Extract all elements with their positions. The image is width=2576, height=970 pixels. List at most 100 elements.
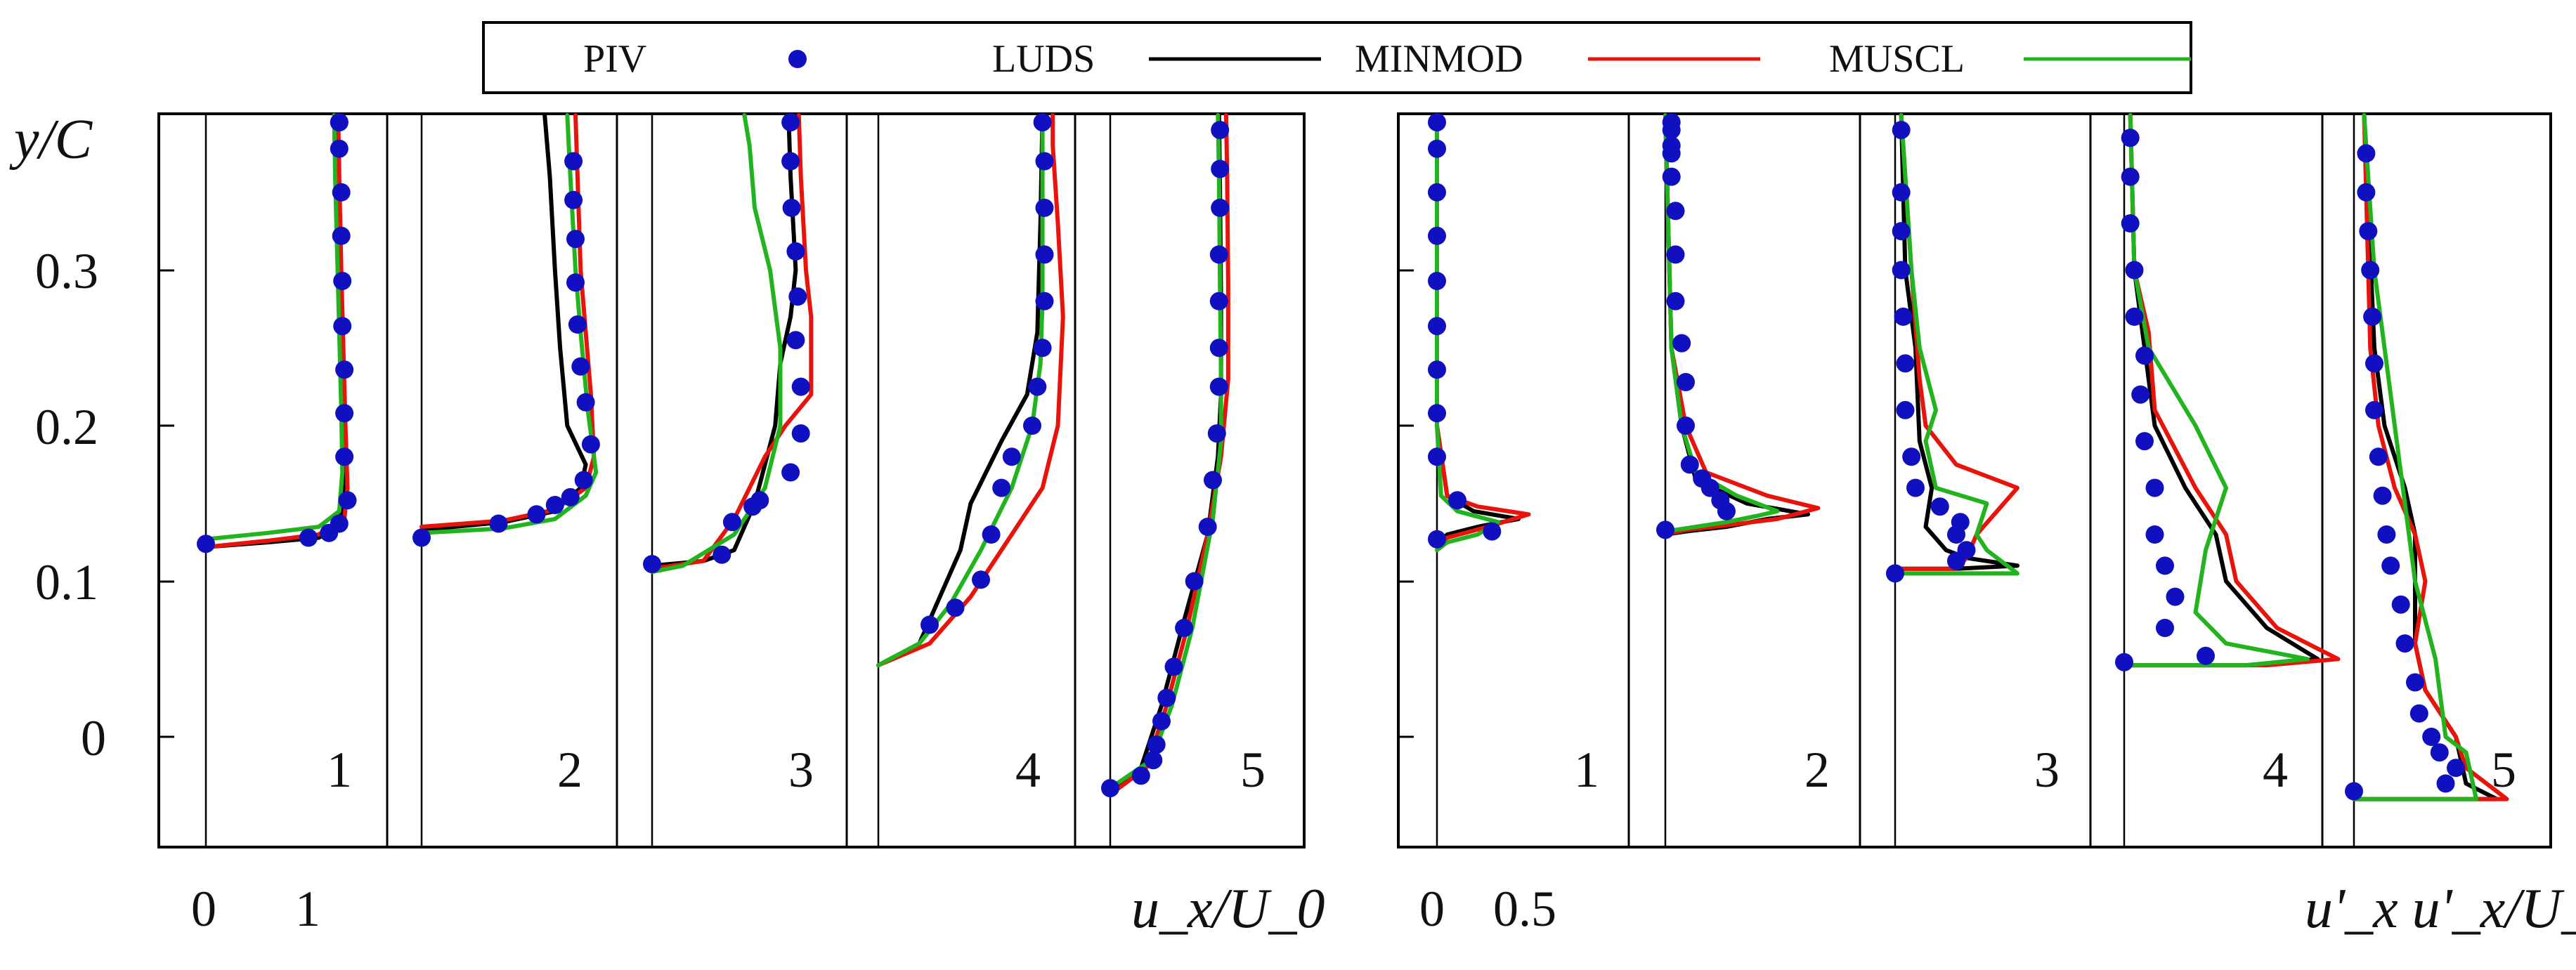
piv-point (1164, 657, 1183, 676)
piv-point (2447, 759, 2465, 778)
piv-point (1209, 377, 1228, 396)
piv-point (1211, 198, 1230, 217)
piv-point (332, 183, 351, 202)
piv-point (788, 287, 807, 306)
legend-label-piv: PIV (583, 37, 646, 81)
piv-point (330, 139, 349, 158)
piv-point (2145, 478, 2164, 497)
piv-point (2395, 634, 2414, 653)
piv-point (2135, 346, 2154, 365)
piv-point (1428, 447, 1446, 466)
series-line-muscl-panel-4 (2122, 113, 2310, 668)
piv-point (2357, 144, 2376, 163)
piv-point (1175, 619, 1194, 637)
piv-point (1951, 513, 1970, 532)
y-ticks: 0.3 0.2 0.1 0 (35, 243, 106, 766)
piv-point (1892, 183, 1911, 202)
piv-point (1209, 291, 1228, 310)
piv-point (564, 190, 583, 209)
piv-point (561, 487, 580, 506)
piv-point (581, 435, 600, 454)
piv-point (1033, 339, 1052, 358)
piv-point (2430, 743, 2449, 762)
piv-point (2391, 595, 2410, 614)
piv-point (1428, 530, 1446, 549)
piv-point (921, 615, 939, 634)
piv-point (2145, 525, 2164, 544)
series-line-luds-panel-1 (1435, 113, 1521, 549)
piv-point (1677, 417, 1695, 435)
piv-point (2359, 222, 2378, 241)
panel-number: 5 (2491, 742, 2516, 798)
piv-point (1198, 518, 1217, 536)
piv-point (1930, 497, 1949, 516)
series-line-minmod-panel-4 (2122, 113, 2341, 668)
series-line-muscl-panel-3 (1893, 113, 2019, 576)
piv-point (1677, 373, 1695, 391)
x-tick-label: 0.5 (1493, 881, 1556, 937)
piv-point (1662, 136, 1681, 155)
piv-point (2436, 774, 2455, 793)
piv-point (2135, 432, 2154, 451)
piv-point (2121, 214, 2140, 232)
piv-point (1894, 307, 1913, 326)
piv-point (527, 505, 546, 524)
piv-point (1483, 522, 1502, 541)
left-plot-frame (157, 112, 1306, 848)
piv-point (2345, 782, 2363, 801)
piv-point (722, 513, 741, 532)
series-line-muscl-panel-3 (650, 113, 783, 575)
piv-point (2363, 307, 2382, 326)
piv-point (576, 393, 595, 412)
piv-point (333, 317, 352, 336)
piv-point (982, 525, 1001, 544)
panel-number: 4 (2263, 742, 2288, 798)
legend-label-luds: LUDS (992, 37, 1095, 81)
piv-point (1211, 121, 1230, 140)
piv-point (972, 570, 990, 589)
piv-point (2121, 167, 2140, 186)
piv-point (197, 535, 215, 553)
piv-point (1131, 766, 1150, 785)
left-x-axis-title: u_x/U_0 (1131, 878, 1325, 940)
piv-point (781, 152, 800, 171)
piv-point (1428, 272, 1446, 290)
y-tick-label: 0.2 (35, 399, 98, 455)
series-line-luds-panel-2 (419, 113, 588, 532)
piv-point (1428, 226, 1446, 245)
piv-point (1662, 167, 1681, 186)
series-line-muscl-panel-4 (876, 113, 1045, 668)
piv-point (1892, 222, 1911, 241)
piv-point (946, 598, 965, 617)
series-line-minmod-panel-2 (419, 113, 597, 529)
series-line-luds-panel-3 (1893, 113, 2019, 571)
x-tick-label: 0 (1419, 881, 1445, 937)
piv-point (1711, 491, 1730, 510)
piv-point (1896, 400, 1915, 419)
piv-point (1957, 541, 1976, 560)
legend-box (482, 21, 2192, 94)
piv-point (782, 198, 801, 217)
legend: PIV LUDS MINMOD MUSCL (482, 21, 2192, 94)
piv-point (786, 242, 805, 261)
panel-number: 3 (788, 742, 814, 798)
piv-point (1204, 471, 1222, 490)
piv-point (1028, 377, 1047, 396)
series-line-minmod-panel-1 (204, 113, 350, 549)
legend-marker-piv (788, 50, 807, 68)
piv-point (2131, 385, 2150, 404)
piv-point (2156, 556, 2174, 575)
panel-number: 1 (327, 742, 352, 798)
piv-point (1147, 735, 1166, 754)
piv-point (1035, 198, 1054, 217)
y-tick-marks (159, 269, 1414, 738)
piv-point (335, 404, 354, 423)
legend-label-muscl: MUSCL (1829, 37, 1965, 81)
piv-point (335, 360, 354, 379)
panel-number: 4 (1015, 742, 1041, 798)
piv-point (2369, 447, 2388, 466)
piv-point (1656, 520, 1674, 539)
y-tick-label: 0 (81, 710, 106, 766)
piv-point (791, 424, 810, 443)
y-tick-label: 0.3 (35, 243, 98, 299)
